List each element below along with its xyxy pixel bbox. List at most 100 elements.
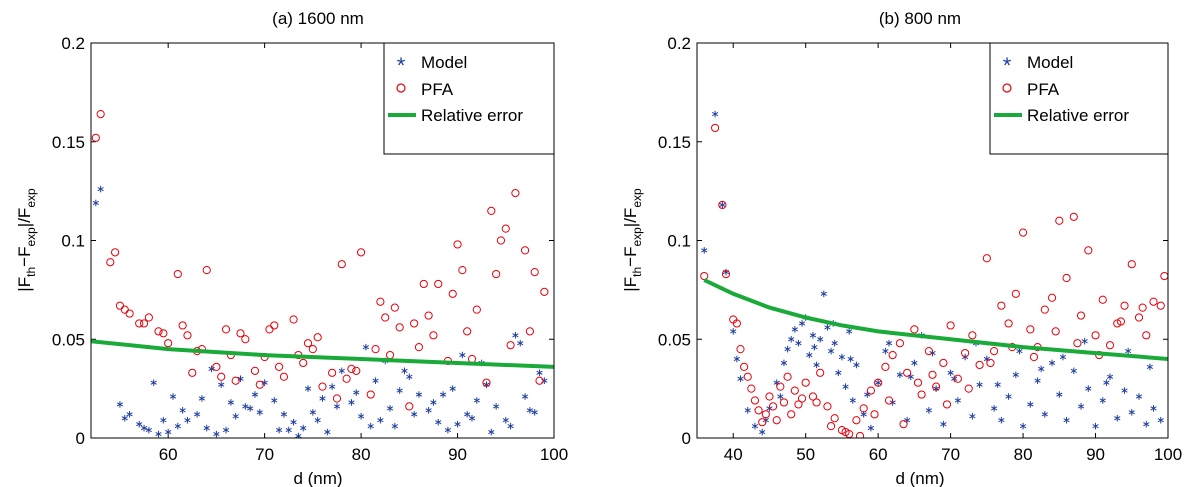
x-tick-label: 80 xyxy=(1014,445,1033,464)
y-axis-label-sub: exp xyxy=(630,227,644,247)
model-point xyxy=(473,397,480,404)
model-point-stroke xyxy=(1092,424,1099,429)
pfa-point xyxy=(1116,317,1126,326)
pfa-point xyxy=(1098,295,1107,304)
pfa-point xyxy=(496,236,506,245)
model-point xyxy=(242,403,249,410)
y-tick-label: 0 xyxy=(76,429,85,448)
model-point xyxy=(126,411,133,418)
model-point xyxy=(136,420,143,428)
model-point-stroke xyxy=(983,356,990,362)
pfa-point xyxy=(1105,341,1115,350)
model-point xyxy=(193,411,201,418)
model-point-stroke xyxy=(806,352,813,358)
pfa-point xyxy=(183,331,192,340)
pfa-point xyxy=(910,325,919,334)
model-point-stroke xyxy=(521,394,529,399)
model-point xyxy=(1063,416,1070,424)
model-point-stroke xyxy=(811,345,818,350)
model-point-stroke xyxy=(435,420,442,425)
y-axis-label-sub: exp xyxy=(24,188,38,208)
pfa-point xyxy=(765,392,774,401)
relative-error-line xyxy=(703,278,1168,361)
model-point-stroke xyxy=(907,374,914,379)
pfa-point xyxy=(221,325,231,334)
pfa-point xyxy=(313,333,322,342)
model-point-stroke xyxy=(831,341,838,346)
model-point-stroke xyxy=(1103,380,1110,385)
model-point xyxy=(954,397,961,404)
model-point xyxy=(1034,377,1041,385)
pfa-point xyxy=(913,378,923,387)
pfa-point xyxy=(530,268,539,277)
pfa-point xyxy=(855,431,865,438)
pfa-point xyxy=(448,289,457,298)
pfa-point xyxy=(506,341,515,350)
model-point-stroke xyxy=(744,408,751,413)
model-point xyxy=(737,375,744,383)
pfa-point xyxy=(874,378,883,387)
pfa-point xyxy=(1018,228,1028,237)
pfa-point xyxy=(758,418,767,427)
model-point-stroke xyxy=(1114,416,1121,421)
y-tick-label: 0.1 xyxy=(61,232,85,251)
model-point xyxy=(911,359,918,367)
pfa-point xyxy=(492,269,501,279)
model-point xyxy=(780,359,788,367)
model-point-stroke xyxy=(155,431,162,437)
pfa-point xyxy=(953,374,962,383)
axes-frame xyxy=(696,42,1169,439)
legend-label-pfa: PFA xyxy=(1027,80,1060,99)
y-tick-label: 0.1 xyxy=(667,232,691,251)
model-point-stroke xyxy=(377,418,384,423)
model-point xyxy=(97,185,104,193)
model-point-stroke xyxy=(396,388,403,393)
model-point xyxy=(155,430,162,438)
model-point xyxy=(722,268,730,276)
model-point xyxy=(271,397,278,404)
series-layer xyxy=(700,110,1168,438)
model-point xyxy=(150,379,157,386)
model-point-stroke xyxy=(1125,349,1132,354)
y-axis-label-part: −F xyxy=(15,247,34,267)
model-point-stroke xyxy=(362,345,370,350)
pfa-point xyxy=(144,313,153,322)
model-point xyxy=(817,335,824,343)
model-point-stroke xyxy=(737,376,744,381)
pfa-point xyxy=(783,372,792,381)
model-point xyxy=(507,422,514,430)
model-point xyxy=(285,426,292,434)
y-tick-label: 0.15 xyxy=(658,133,691,152)
model-point-stroke xyxy=(309,410,316,415)
model-point-stroke xyxy=(940,422,947,427)
pfa-point xyxy=(924,347,933,356)
model-point xyxy=(531,409,538,416)
model-point xyxy=(377,416,384,424)
pfa-point xyxy=(982,254,991,263)
pfa-point xyxy=(125,309,134,318)
model-point-stroke xyxy=(290,420,297,425)
x-tick-label: 80 xyxy=(352,445,371,464)
model-point xyxy=(811,343,818,351)
relative-error-line xyxy=(91,339,554,369)
pfa-point xyxy=(721,269,731,279)
model-point xyxy=(314,416,321,424)
model-point xyxy=(809,332,817,339)
pfa-point xyxy=(535,376,544,385)
model-point xyxy=(203,424,210,432)
model-point xyxy=(256,409,263,416)
pfa-point xyxy=(1149,297,1158,306)
legend-box xyxy=(383,42,555,155)
model-point-stroke xyxy=(126,412,133,417)
pfa-point xyxy=(385,350,395,360)
model-point-stroke xyxy=(218,382,225,387)
model-point xyxy=(806,351,813,359)
model-point-stroke xyxy=(401,368,408,373)
model-point xyxy=(882,347,889,355)
model-point-stroke xyxy=(762,418,769,423)
model-point-stroke xyxy=(280,412,288,417)
pfa-point xyxy=(917,390,926,399)
model-point xyxy=(372,377,379,385)
model-point xyxy=(813,361,820,369)
model-point-stroke xyxy=(1016,349,1023,354)
